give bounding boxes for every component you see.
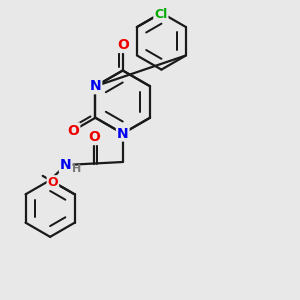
- Text: Cl: Cl: [154, 8, 167, 21]
- Text: N: N: [117, 127, 128, 140]
- Text: O: O: [68, 124, 79, 137]
- Text: O: O: [48, 176, 58, 189]
- Text: O: O: [88, 130, 100, 144]
- Text: N: N: [90, 79, 101, 93]
- Text: H: H: [73, 164, 82, 174]
- Text: N: N: [60, 158, 71, 172]
- Text: O: O: [117, 38, 129, 52]
